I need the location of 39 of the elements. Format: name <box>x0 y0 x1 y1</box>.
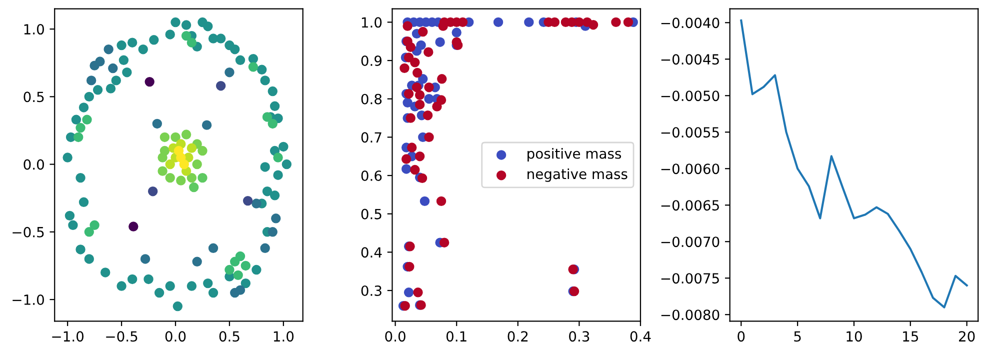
x-tick-label: 20 <box>959 331 975 342</box>
legend-label: negative mass <box>528 168 628 182</box>
y-tick-label: −0.0080 <box>661 310 720 320</box>
y-tick-label: 0.7 <box>361 132 382 143</box>
y-tick-label: 1.0 <box>24 24 44 35</box>
x-tick-label: 0.4 <box>630 331 651 342</box>
x-tick-label: 0 <box>738 331 745 342</box>
y-tick-label: −0.0060 <box>661 164 720 174</box>
y-tick-label: 0.6 <box>361 170 382 181</box>
x-tick-label: 10 <box>846 331 862 342</box>
y-tick-label: −0.0045 <box>661 54 719 65</box>
y-tick-label: 0.5 <box>24 92 44 102</box>
y-tick-label: 1.0 <box>362 17 382 28</box>
y-tick-label: −0.5 <box>12 226 44 238</box>
x-tick-label: −1.0 <box>52 331 84 342</box>
x-tick-label: 0.1 <box>446 331 466 342</box>
y-tick-label: 0.0 <box>24 159 44 170</box>
x-tick-label: 1.0 <box>274 331 294 342</box>
y-tick-label: −0.0055 <box>661 127 719 138</box>
x-tick-label: 5 <box>794 331 801 342</box>
y-tick-label: −0.0070 <box>661 236 720 248</box>
x-tick-label: 0.3 <box>569 331 590 342</box>
x-tick-label: 0.2 <box>508 331 528 342</box>
y-tick-label: 0.4 <box>361 247 382 258</box>
x-tick-label: 0.0 <box>385 331 406 342</box>
legend-label: positive mass <box>528 148 622 162</box>
y-tick-label: 0.8 <box>361 94 382 104</box>
y-tick-label: 0.5 <box>361 208 382 220</box>
x-tick-label: 0.0 <box>165 331 186 342</box>
y-tick-label: −0.0065 <box>661 200 719 211</box>
x-tick-label: −0.5 <box>106 331 138 342</box>
y-tick-label: −1.0 <box>12 294 44 305</box>
y-tick-label: −0.0050 <box>661 90 720 102</box>
x-tick-label: 15 <box>903 331 918 342</box>
x-tick-label: 0.5 <box>219 331 240 342</box>
y-tick-label: −0.0075 <box>661 273 719 284</box>
y-tick-label: 0.3 <box>361 285 382 296</box>
y-tick-label: −0.0040 <box>661 18 720 28</box>
y-tick-label: 0.9 <box>361 55 382 66</box>
